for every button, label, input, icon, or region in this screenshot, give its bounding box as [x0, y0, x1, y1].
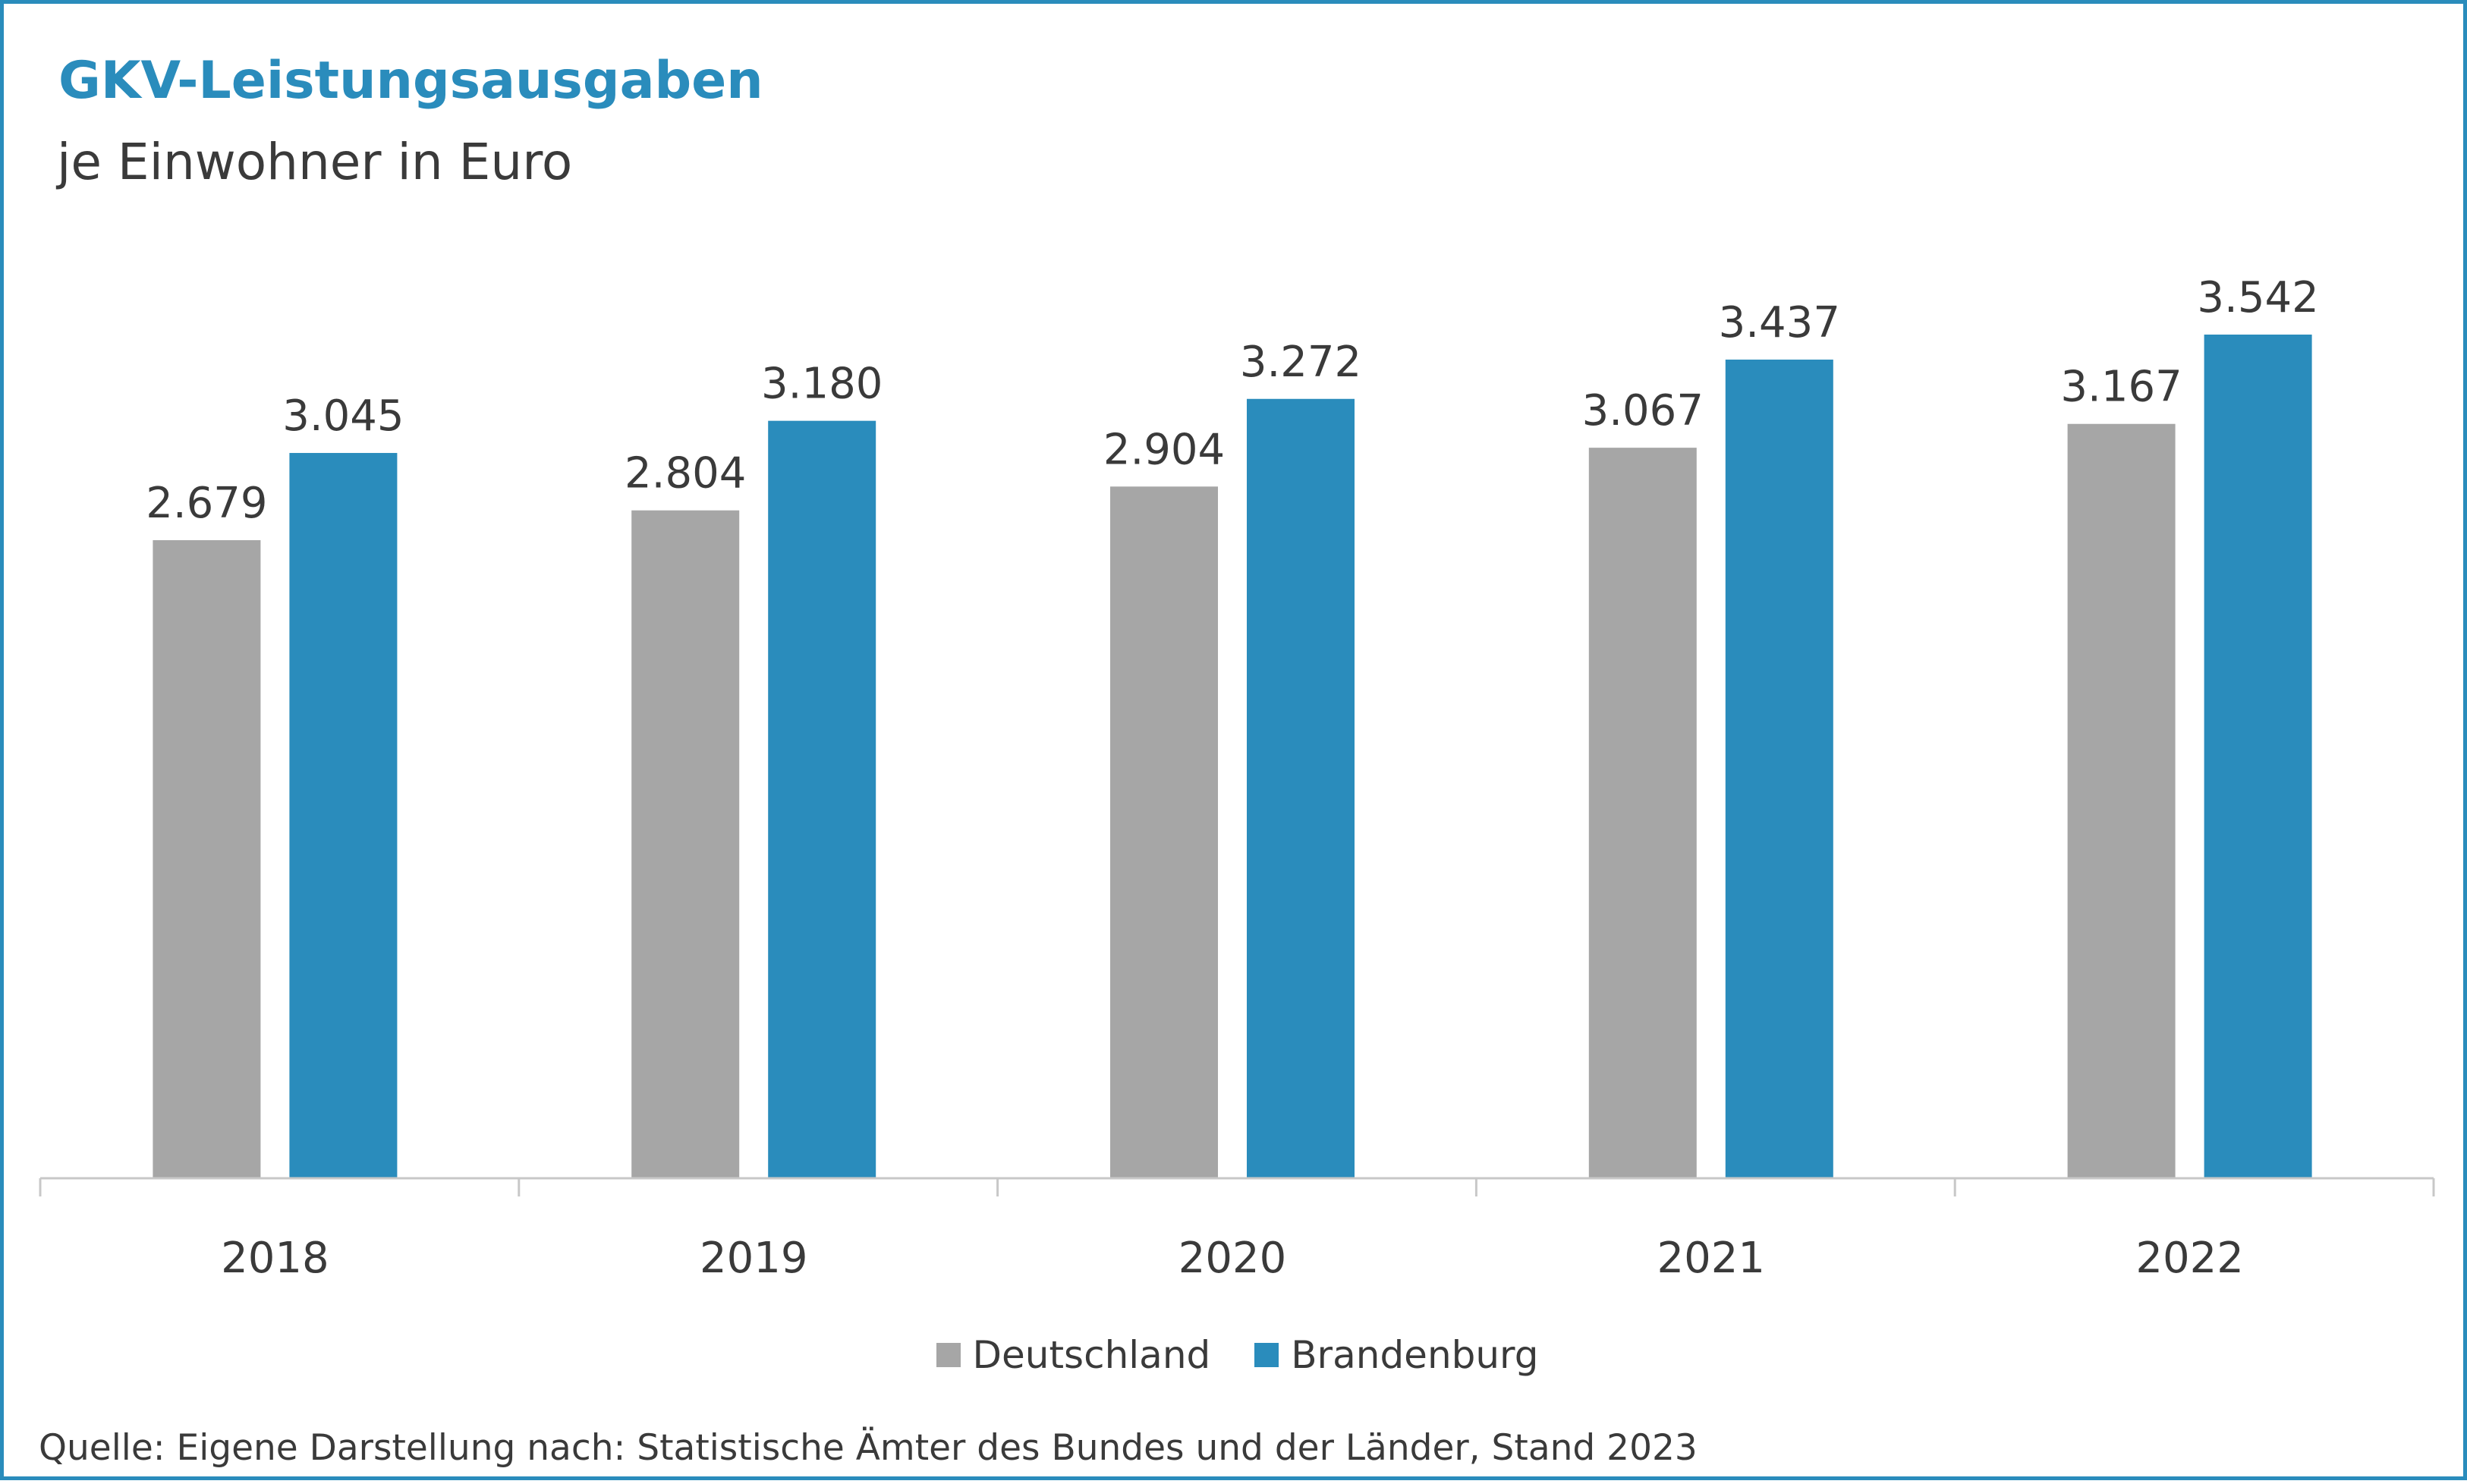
bars-layer: [153, 335, 2312, 1179]
chart-subtitle: je Einwohner in Euro: [57, 133, 573, 191]
data-label-brandenburg-2018: 3.045: [282, 391, 404, 441]
data-label-deutschland-2018: 2.679: [146, 479, 267, 528]
bar-brandenburg-2021: [1725, 359, 1833, 1179]
legend: Deutschland Brandenburg: [4, 1333, 2467, 1377]
bar-brandenburg-2022: [2204, 335, 2312, 1178]
source-note: Quelle: Eigene Darstellung nach: Statist…: [39, 1427, 1698, 1469]
bar-brandenburg-2018: [289, 453, 398, 1178]
data-label-deutschland-2021: 3.067: [1582, 386, 1704, 435]
bar-deutschland-2022: [2067, 423, 2176, 1178]
data-label-brandenburg-2021: 3.437: [1719, 298, 1840, 347]
x-tick-label-2019: 2019: [700, 1234, 808, 1283]
x-tick-label-2020: 2020: [1178, 1234, 1287, 1283]
bar-deutschland-2021: [1588, 448, 1697, 1178]
bar-deutschland-2020: [1110, 486, 1218, 1178]
legend-item-brandenburg: Brandenburg: [1254, 1333, 1538, 1377]
legend-label-deutschland: Deutschland: [972, 1333, 1211, 1377]
data-label-brandenburg-2019: 3.180: [761, 360, 883, 409]
legend-label-brandenburg: Brandenburg: [1291, 1333, 1539, 1377]
bar-brandenburg-2019: [768, 420, 876, 1178]
x-axis: [39, 1177, 2435, 1196]
x-tick-label-2018: 2018: [221, 1234, 329, 1283]
bar-deutschland-2019: [631, 510, 740, 1178]
labels-layer: 2.679 3.045 2018 2.804 3.180 2019 2.904 3.272 20…: [146, 273, 2319, 1283]
data-label-brandenburg-2020: 3.272: [1240, 338, 1361, 387]
x-tick-label-2021: 2021: [1657, 1234, 1766, 1283]
data-label-deutschland-2019: 2.804: [625, 449, 746, 498]
legend-item-deutschland: Deutschland: [936, 1333, 1211, 1377]
bar-deutschland-2018: [153, 539, 261, 1178]
legend-swatch-deutschland: [936, 1343, 961, 1367]
bar-chart: 2.679 3.045 2018 2.804 3.180 2019 2.904 3.272 20…: [39, 273, 2435, 1283]
x-tick-label-2022: 2022: [2135, 1234, 2244, 1283]
data-label-deutschland-2022: 3.167: [2060, 363, 2182, 412]
data-label-deutschland-2020: 2.904: [1103, 425, 1225, 474]
data-label-brandenburg-2022: 3.542: [2197, 273, 2318, 322]
bar-brandenburg-2020: [1247, 398, 1355, 1179]
chart-title: GKV-Leistungsausgaben: [58, 51, 763, 111]
legend-swatch-brandenburg: [1254, 1343, 1279, 1367]
